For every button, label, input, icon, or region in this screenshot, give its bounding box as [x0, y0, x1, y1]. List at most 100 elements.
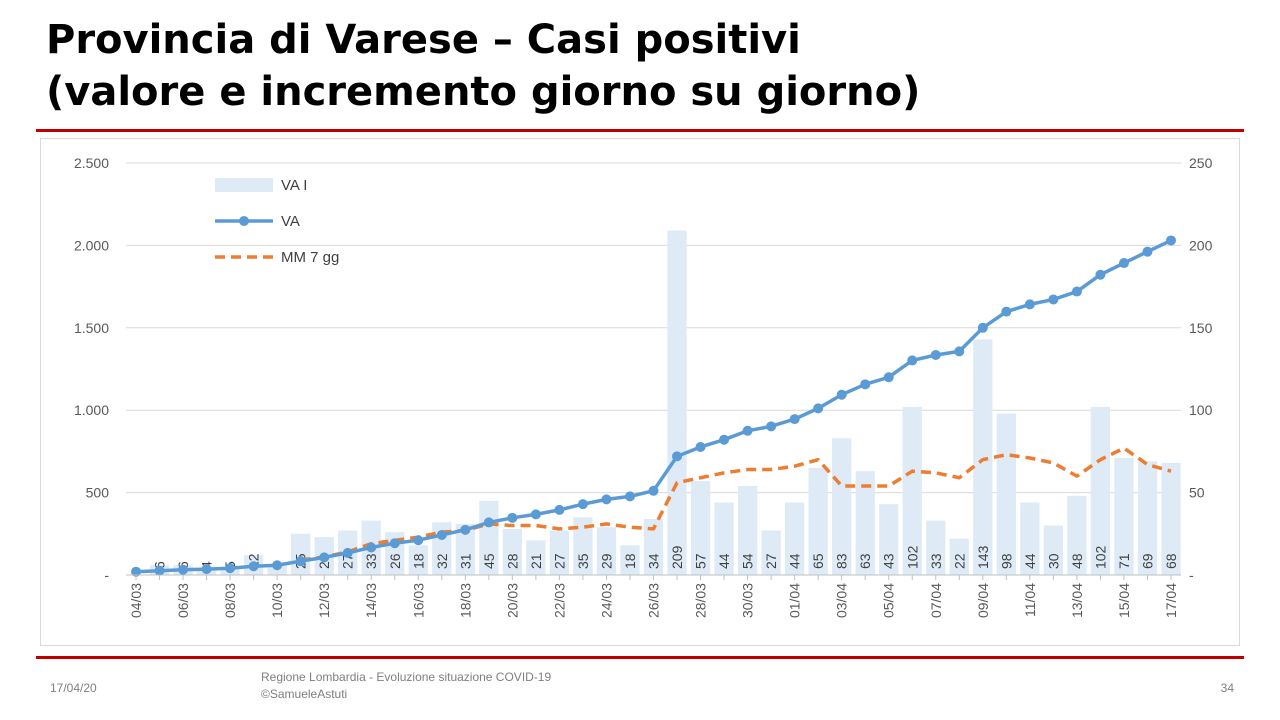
- point-va: [201, 564, 212, 575]
- bar-va-i: [879, 504, 899, 575]
- title-line-2: (valore e incremento giorno su giorno): [46, 69, 921, 115]
- footer-date: 17/04/20: [50, 681, 97, 695]
- point-va: [577, 499, 588, 510]
- x-tick-label: 11/04: [1022, 583, 1038, 617]
- y-left-tick-label: 2.500: [74, 155, 109, 171]
- x-tick-label: 09/04: [975, 583, 991, 618]
- point-va: [295, 556, 306, 567]
- point-va: [554, 504, 565, 515]
- bar-value-label: 57: [693, 553, 709, 569]
- legend-label-va: VA: [281, 213, 300, 230]
- y-right-tick-label: 150: [1189, 320, 1213, 336]
- point-va: [483, 517, 494, 528]
- y-left-tick-label: 1.500: [74, 320, 109, 336]
- legend-label-va-i: VA I: [281, 177, 307, 194]
- point-va: [836, 389, 847, 400]
- point-va: [1166, 235, 1176, 246]
- point-va: [366, 542, 377, 553]
- bar-value-label: 6: [152, 561, 168, 569]
- bar-va-i: [1067, 495, 1087, 575]
- legend-label-mm-7-gg: MM 7 gg: [281, 249, 339, 266]
- point-va: [1142, 246, 1153, 257]
- point-va: [178, 564, 189, 575]
- bar-value-label: 31: [457, 553, 473, 569]
- point-va: [766, 421, 777, 432]
- bar-value-label: 102: [904, 545, 920, 569]
- bar-va-i: [761, 530, 781, 575]
- bar-va-i: [832, 438, 852, 575]
- legend-marker-va: [239, 216, 249, 226]
- y-left-tick-label: -: [104, 567, 109, 583]
- point-va: [131, 566, 141, 577]
- bar-va-i: [1020, 502, 1040, 575]
- bar-value-label: 33: [363, 553, 379, 569]
- x-tick-label: 13/04: [1069, 583, 1085, 618]
- bar-va-i: [479, 500, 499, 575]
- footer-source-line-1: Regione Lombardia - Evoluzione situazion…: [261, 670, 552, 684]
- bar-value-label: 30: [1045, 553, 1061, 569]
- bar-value-label: 33: [928, 553, 944, 569]
- x-tick-label: 26/03: [646, 583, 662, 618]
- bar-va-i: [714, 502, 734, 575]
- footer-source: Regione Lombardia - Evoluzione situazion…: [261, 669, 551, 703]
- bar-va-i: [784, 502, 805, 575]
- x-tick-label: 17/04: [1163, 583, 1179, 618]
- point-va: [624, 491, 635, 502]
- bar-va-i: [737, 486, 758, 575]
- series-line-mm-7-gg: [300, 446, 1172, 562]
- bar-va-i: [526, 540, 546, 575]
- x-tick-label: 28/03: [693, 583, 709, 618]
- bar-value-label: 44: [716, 553, 732, 569]
- bar-va-i: [620, 545, 640, 575]
- point-va: [1095, 269, 1106, 280]
- x-tick-label: 18/03: [457, 583, 473, 618]
- bar-value-label: 65: [810, 553, 826, 569]
- point-va: [954, 346, 965, 357]
- bar-va-i: [502, 528, 523, 575]
- bar-va-i: [973, 339, 993, 575]
- point-va: [789, 414, 800, 425]
- cases-chart: - 500 1.000 1.500 2.000 2.500 - 50 100 150 200 250 6…: [74, 155, 1213, 618]
- bar-value-label: 68: [1163, 553, 1179, 569]
- x-tick-label: 01/04: [787, 583, 803, 618]
- point-va: [272, 560, 283, 571]
- bar-value-label: 34: [646, 553, 662, 569]
- x-tick-label: 22/03: [551, 583, 567, 618]
- point-va: [530, 509, 541, 520]
- point-va: [154, 565, 165, 576]
- point-va: [1024, 299, 1035, 310]
- point-va: [883, 372, 894, 383]
- bar-value-label: 102: [1092, 545, 1108, 569]
- title-line-1: Provincia di Varese – Casi positivi: [46, 17, 801, 63]
- bar-value-label: 44: [1022, 553, 1038, 569]
- point-va: [813, 403, 824, 414]
- bar-va-i: [690, 481, 711, 575]
- bar-value-label: 69: [1139, 553, 1155, 569]
- point-va: [319, 552, 330, 563]
- bar-value-label: 32: [434, 553, 450, 569]
- chart-frame: - 500 1.000 1.500 2.000 2.500 - 50 100 150 200 250 6…: [40, 138, 1240, 646]
- x-tick-label: 30/03: [740, 583, 756, 618]
- legend-swatch-va-i: [215, 178, 273, 192]
- bar-value-label: 143: [975, 545, 991, 569]
- y-left-tick-label: 500: [86, 485, 110, 501]
- bar-value-label: 45: [481, 553, 497, 569]
- bar-va-i: [549, 530, 570, 575]
- point-va: [930, 349, 941, 360]
- bar-value-label: 27: [763, 553, 779, 569]
- x-tick-label: 05/04: [881, 583, 897, 618]
- x-tick-label: 20/03: [504, 583, 520, 618]
- point-va: [719, 434, 730, 445]
- bar-value-label: 48: [1069, 553, 1085, 569]
- x-tick-label: 10/03: [269, 583, 285, 618]
- bar-value-label: 27: [551, 553, 567, 569]
- bar-value-label: 29: [598, 553, 614, 569]
- bar-va-i: [808, 467, 828, 575]
- point-va: [742, 425, 753, 436]
- point-va: [389, 538, 400, 549]
- bar-value-label: 22: [951, 553, 967, 569]
- point-va: [1071, 286, 1082, 297]
- bar-va-i: [949, 538, 969, 575]
- bar-va-i: [902, 406, 922, 575]
- x-tick-label: 16/03: [410, 583, 426, 618]
